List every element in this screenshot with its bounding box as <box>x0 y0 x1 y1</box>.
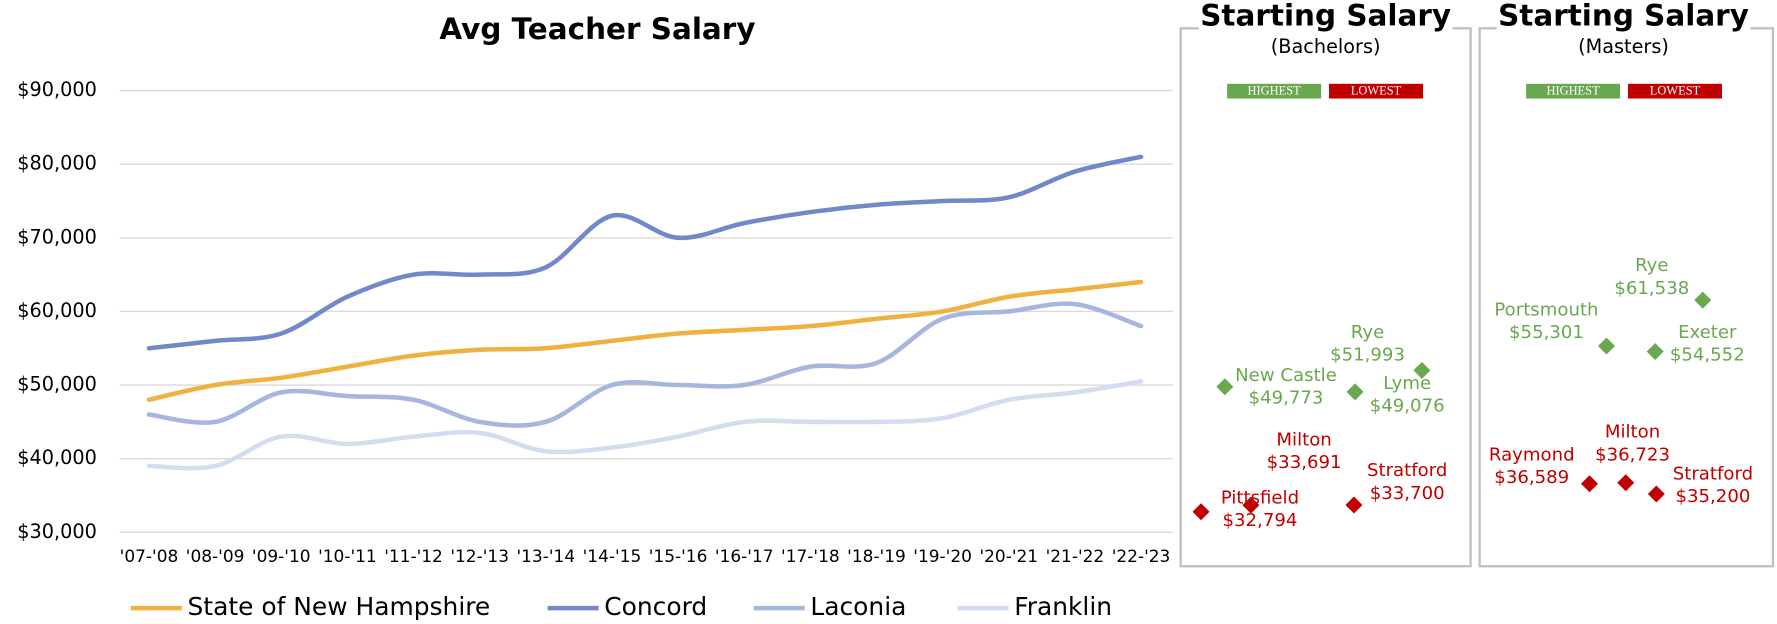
point-name: Portsmouth <box>1494 299 1598 320</box>
point <box>1413 361 1431 379</box>
x-tick-label: '13-'14 <box>516 547 575 567</box>
point-value-label: $51,993 <box>1330 345 1405 366</box>
y-tick-label: $60,000 <box>17 299 97 322</box>
series-line <box>146 301 1144 428</box>
point <box>1647 485 1665 503</box>
point <box>1346 383 1364 401</box>
point <box>1598 337 1615 355</box>
panel-subtitle: (Masters) <box>1578 35 1669 58</box>
point-value-label: $55,301 <box>1509 322 1584 343</box>
x-tick-label: '08-'09 <box>186 547 245 567</box>
point <box>1345 496 1363 514</box>
legend-label: LOWEST <box>1351 84 1402 98</box>
point-value-label: $35,200 <box>1676 486 1751 507</box>
panel-title: Starting Salary <box>1200 0 1451 32</box>
y-tick-label: $50,000 <box>17 373 97 396</box>
point-name: Milton <box>1605 422 1660 443</box>
point <box>1581 475 1599 493</box>
point-name: Lyme <box>1383 373 1431 394</box>
chart-title: Avg Teacher Salary <box>439 12 755 46</box>
legend-swatch <box>1329 83 1424 99</box>
point <box>1242 496 1260 514</box>
point-name: Stratford <box>1673 464 1753 485</box>
x-tick-label: '22-'23 <box>1112 547 1171 567</box>
point-value-label: $36,723 <box>1595 444 1670 465</box>
x-tick-label: '09-'10 <box>252 547 311 567</box>
point-name: New Castle <box>1235 365 1337 386</box>
x-tick-label: '20-'21 <box>979 547 1038 567</box>
legend-label: LOWEST <box>1650 84 1701 98</box>
x-tick-label: '11-'12 <box>384 547 443 567</box>
point-value-label: $33,700 <box>1370 483 1445 504</box>
title-backdrop <box>1198 0 1453 34</box>
point-value-label: $54,552 <box>1670 345 1745 366</box>
legend-label: Concord <box>604 592 707 621</box>
x-tick-label: '14-'15 <box>583 547 642 567</box>
point-name: Rye <box>1635 255 1668 276</box>
legend-swatch <box>1526 83 1621 99</box>
panel-title: Starting Salary <box>1498 0 1749 32</box>
point-name: Milton <box>1276 430 1331 451</box>
point-name: Pittsfield <box>1221 487 1299 508</box>
point <box>1216 378 1234 396</box>
x-tick-label: '16-'17 <box>715 547 774 567</box>
title-backdrop <box>1496 0 1751 34</box>
x-tick-label: '19-'20 <box>913 547 972 567</box>
point-value-label: $32,794 <box>1223 510 1298 531</box>
point-name: Stratford <box>1367 460 1447 481</box>
point-name: Rye <box>1351 322 1384 343</box>
series-line <box>146 279 1144 403</box>
y-tick-label: $70,000 <box>17 225 97 248</box>
x-tick-label: '12-'13 <box>450 547 509 567</box>
point <box>1694 291 1712 309</box>
point <box>1192 503 1210 521</box>
point-value-label: $49,773 <box>1249 388 1324 409</box>
legend-swatch <box>1628 83 1723 99</box>
point-value-label: $61,538 <box>1614 278 1689 299</box>
legend-label: Laconia <box>810 592 906 621</box>
x-tick-label: '10-'11 <box>318 547 377 567</box>
point <box>1646 343 1664 361</box>
x-tick-label: '15-'16 <box>649 547 708 567</box>
y-tick-label: $40,000 <box>17 446 97 469</box>
legend-label: Franklin <box>1014 592 1112 621</box>
point-value-label: $33,691 <box>1267 452 1342 473</box>
legend-label: State of New Hampshire <box>187 592 490 621</box>
point-value-label: $36,589 <box>1494 467 1569 488</box>
x-tick-label: '18-'19 <box>847 547 906 567</box>
point <box>1617 474 1635 492</box>
x-tick-label: '17-'18 <box>781 547 840 567</box>
y-tick-label: $80,000 <box>17 152 97 175</box>
point-name: Raymond <box>1489 444 1575 465</box>
legend-swatch <box>1227 83 1322 99</box>
y-tick-label: $30,000 <box>17 520 97 543</box>
x-tick-label: '21-'22 <box>1046 547 1105 567</box>
legend-label: HIGHEST <box>1546 84 1600 98</box>
series-line <box>146 379 1144 471</box>
panel-subtitle: (Bachelors) <box>1271 35 1381 58</box>
y-tick-label: $90,000 <box>17 78 97 101</box>
point-value-label: $49,076 <box>1370 396 1445 417</box>
point-name: Exeter <box>1678 322 1737 343</box>
x-tick-label: '07-'08 <box>120 547 179 567</box>
series-line <box>146 154 1144 351</box>
legend-label: HIGHEST <box>1248 84 1302 98</box>
